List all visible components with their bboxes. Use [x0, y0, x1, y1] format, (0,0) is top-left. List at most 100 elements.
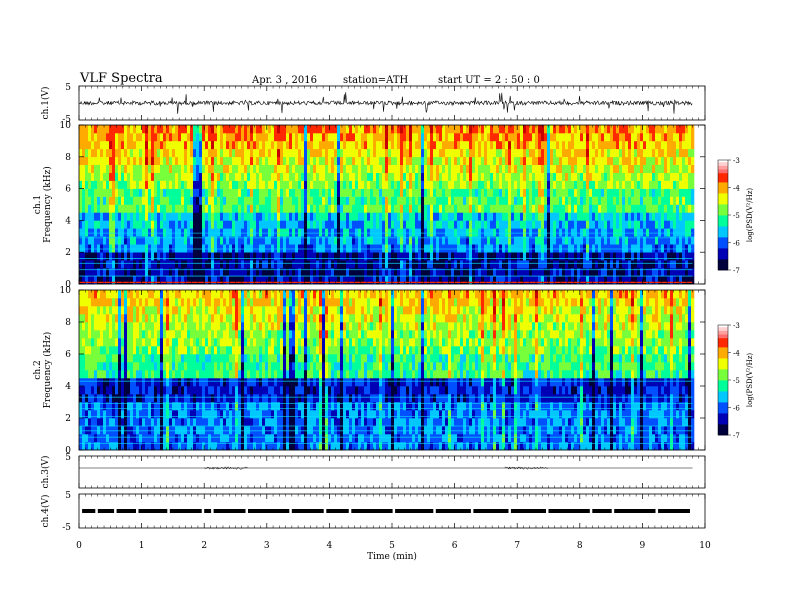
spectro-cell: [274, 196, 278, 205]
spectro-cell: [232, 172, 236, 181]
spectro-cell: [115, 156, 119, 165]
spectro-cell: [427, 180, 431, 189]
spectro-cell: [634, 236, 638, 245]
spectro-cell: [229, 196, 233, 205]
spectro-cell: [598, 260, 602, 269]
spectro-cell: [538, 236, 542, 245]
spectro-cell: [298, 236, 302, 245]
spectro-cell: [112, 125, 116, 134]
spectro-cell: [547, 204, 551, 213]
spectro-cell: [220, 125, 224, 134]
spectro-cell: [409, 140, 413, 150]
spectro-cell: [211, 244, 215, 253]
spectro-cell: [406, 244, 410, 253]
spectro-cell: [106, 402, 110, 411]
spectro-cell: [262, 268, 266, 277]
spectro-cell: [175, 164, 179, 173]
spectro-cell: [586, 228, 590, 237]
spectro-cell: [331, 125, 335, 134]
spectro-cell: [514, 268, 518, 277]
spectro-cell: [367, 133, 371, 142]
spectro-cell: [109, 236, 113, 245]
spectro-cell: [277, 260, 281, 269]
spectro-cell: [625, 212, 629, 221]
spectro-cell: [133, 172, 137, 181]
spectro-cell: [214, 164, 218, 173]
spectro-cell: [580, 172, 584, 181]
spectro-cell: [292, 196, 296, 205]
spectro-cell: [355, 125, 359, 134]
spectro-cell: [259, 244, 263, 253]
spectro-cell: [358, 188, 362, 197]
spectro-cell: [688, 180, 692, 189]
spectro-cell: [475, 172, 479, 181]
spectro-cell: [439, 260, 443, 269]
spectro-cell: [514, 125, 518, 134]
spectro-cell: [112, 252, 116, 261]
spectro-cell: [508, 220, 512, 229]
spectro-cell: [334, 140, 338, 150]
spectro-cell: [649, 244, 653, 253]
spectro-cell: [613, 244, 617, 253]
spectro-cell: [436, 260, 440, 269]
spectro-cell: [607, 276, 611, 285]
spectro-cell: [361, 188, 365, 197]
spectro-cell: [226, 156, 230, 165]
spectro-cell: [133, 306, 137, 315]
spectro-cell: [163, 172, 167, 181]
spectro-cell: [445, 188, 449, 197]
spectro-cell: [127, 268, 131, 277]
spectro-cell: [424, 188, 428, 197]
colorbar-cell: [718, 185, 728, 188]
spectro-cell: [211, 140, 215, 150]
spectro-cell: [415, 244, 419, 253]
spectro-cell: [574, 188, 578, 197]
spectro-cell: [322, 276, 326, 285]
spectro-cell: [613, 268, 617, 277]
spectro-cell: [277, 236, 281, 245]
spectro-cell: [634, 276, 638, 285]
spectro-cell: [130, 220, 134, 229]
spectro-cell: [334, 125, 338, 134]
spectro-cell: [424, 228, 428, 237]
spectro-cell: [304, 268, 308, 277]
spectro-cell: [670, 196, 674, 205]
spectro-cell: [514, 204, 518, 213]
spectro-cell: [679, 140, 683, 150]
spectro-cell: [322, 133, 326, 142]
spectro-cell: [466, 133, 470, 142]
spectro-cell: [526, 220, 530, 229]
spectro-cell: [352, 260, 356, 269]
spectro-cell: [649, 164, 653, 173]
spectro-cell: [520, 188, 524, 197]
spectro-cell: [535, 148, 539, 158]
spectro-cell: [487, 180, 491, 189]
spectro-cell: [490, 172, 494, 181]
spectro-cell: [376, 140, 380, 150]
spectro-cell: [211, 148, 215, 158]
spectro-cell: [196, 196, 200, 205]
spectro-cell: [193, 140, 197, 150]
spectro-cell: [664, 125, 668, 134]
spectro-cell: [331, 172, 335, 181]
spectro-cell: [322, 164, 326, 173]
spectro-cell: [91, 180, 95, 189]
spectro-cell: [517, 268, 521, 277]
spectro-cell: [88, 252, 92, 261]
spectro-cell: [283, 196, 287, 205]
spectro-cell: [115, 125, 119, 134]
spectro-cell: [82, 244, 86, 253]
spectro-cell: [85, 236, 89, 245]
spectro-cell: [499, 148, 503, 158]
spectro-cell: [220, 164, 224, 173]
spectro-cell: [100, 133, 104, 142]
spectro-cell: [631, 140, 635, 150]
spectro-cell: [346, 212, 350, 221]
spectro-cell: [103, 252, 107, 261]
spectro-cell: [313, 268, 317, 277]
spectro-cell: [247, 204, 251, 213]
spectro-cell: [457, 133, 461, 142]
spectro-cell: [634, 268, 638, 277]
spectro-cell: [397, 125, 401, 134]
